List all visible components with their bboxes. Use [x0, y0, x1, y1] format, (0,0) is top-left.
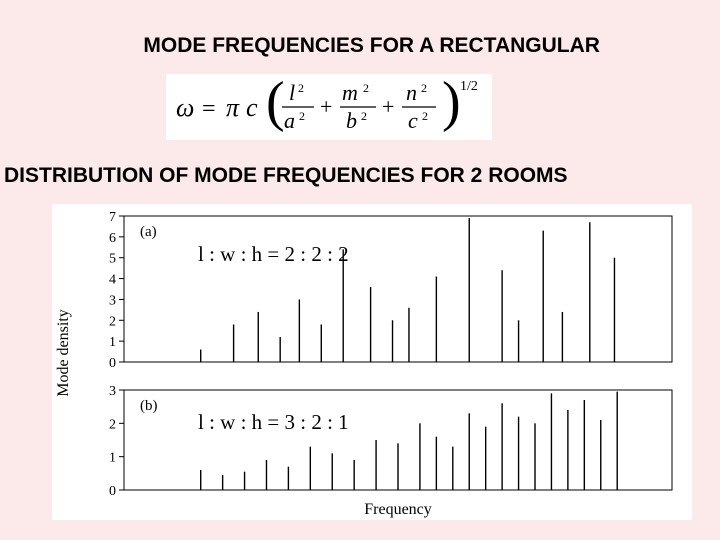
svg-text:7: 7: [109, 210, 116, 225]
chart-svg: Mode density 0 1 2 3 4 5 6 7 (a) 0 1 2 3 (b) Frequency: [52, 204, 692, 520]
svg-text:): ): [442, 74, 461, 133]
svg-text:m: m: [342, 80, 358, 105]
slide: { "title": { "line1": "MODE FREQUENCIES …: [0, 0, 720, 540]
svg-text:0: 0: [109, 356, 116, 371]
svg-text:π: π: [226, 93, 240, 122]
title-line1: MODE FREQUENCIES FOR A RECTANGULAR: [143, 34, 600, 57]
svg-text:2: 2: [109, 417, 116, 432]
svg-text:c: c: [408, 108, 418, 133]
svg-text:2: 2: [422, 109, 428, 123]
ratio-label-a: l : w : h = 2 : 2 : 2: [198, 242, 349, 267]
svg-text:n: n: [406, 80, 417, 105]
ratio-label-b: l : w : h = 3 : 2 : 1: [198, 410, 349, 435]
svg-text:b: b: [346, 108, 357, 133]
svg-text:1: 1: [109, 451, 116, 466]
formula-box: ω = π c ( ) l 2 a 2 + m 2 b 2 +: [166, 74, 492, 140]
svg-text:4: 4: [109, 273, 116, 288]
svg-text:Frequency: Frequency: [364, 501, 432, 518]
svg-text:2: 2: [109, 314, 116, 329]
chart-area: Mode density 0 1 2 3 4 5 6 7 (a) 0 1 2 3 (b) Frequency: [52, 204, 692, 520]
svg-text:6: 6: [109, 231, 116, 246]
svg-text:2: 2: [363, 81, 369, 95]
svg-text:0: 0: [109, 484, 116, 499]
svg-text:(b): (b): [140, 398, 158, 414]
svg-text:l: l: [289, 80, 295, 105]
svg-text:3: 3: [109, 384, 116, 399]
svg-text:(a): (a): [140, 224, 157, 240]
svg-text:5: 5: [109, 252, 116, 267]
svg-text:+: +: [382, 94, 394, 119]
svg-text:Mode density: Mode density: [55, 309, 72, 397]
svg-text:c: c: [246, 93, 258, 122]
svg-text:1/2: 1/2: [460, 79, 478, 94]
svg-text:(: (: [266, 74, 285, 133]
svg-text:a: a: [284, 108, 295, 133]
svg-text:1: 1: [109, 335, 116, 350]
svg-text:2: 2: [298, 81, 304, 95]
svg-text:ω: ω: [176, 93, 194, 122]
svg-text:2: 2: [299, 109, 305, 123]
svg-text:=: =: [202, 96, 216, 122]
svg-text:2: 2: [421, 81, 427, 95]
svg-text:3: 3: [109, 293, 116, 308]
section-heading: DISTRIBUTION OF MODE FREQUENCIES FOR 2 R…: [4, 164, 568, 188]
formula-svg: ω = π c ( ) l 2 a 2 + m 2 b 2 +: [166, 74, 492, 140]
svg-text:+: +: [320, 94, 332, 119]
svg-text:2: 2: [361, 109, 367, 123]
